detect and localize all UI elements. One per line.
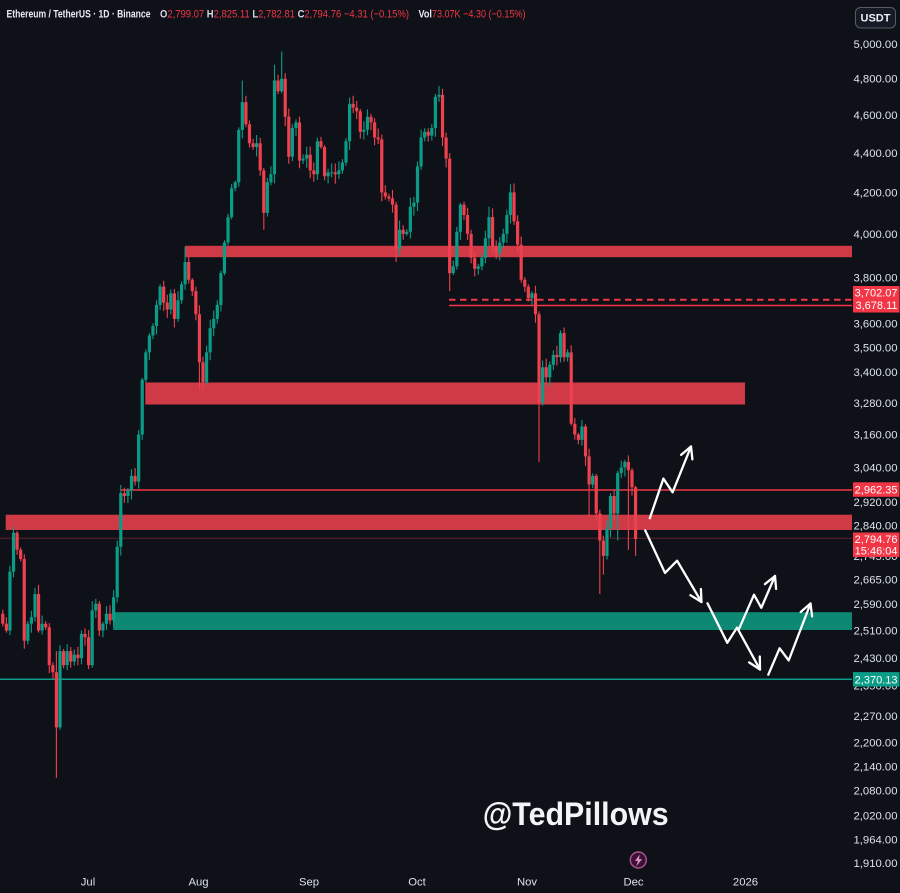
svg-text:2,510.00: 2,510.00 <box>854 626 898 638</box>
svg-text:2,840.00: 2,840.00 <box>854 520 898 532</box>
svg-text:5,000.00: 5,000.00 <box>854 39 898 51</box>
svg-text:4,800.00: 4,800.00 <box>854 74 898 86</box>
svg-text:3,678.11: 3,678.11 <box>855 300 897 312</box>
svg-text:4,200.00: 4,200.00 <box>854 187 898 199</box>
svg-text:2026: 2026 <box>733 877 758 889</box>
svg-text:2,370.13: 2,370.13 <box>855 674 898 686</box>
svg-text:Oct: Oct <box>408 877 426 889</box>
svg-text:1,964.00: 1,964.00 <box>854 834 898 846</box>
svg-text:2,140.00: 2,140.00 <box>854 761 898 773</box>
svg-text:2,962.35: 2,962.35 <box>855 485 898 497</box>
svg-text:3,160.00: 3,160.00 <box>854 430 898 442</box>
svg-text:3,400.00: 3,400.00 <box>854 367 898 379</box>
svg-text:Ethereum / TetherUS · 1D · Bin: Ethereum / TetherUS · 1D · Binance <box>7 9 151 21</box>
svg-text:Sep: Sep <box>299 877 319 889</box>
svg-text:2,794.76: 2,794.76 <box>855 534 898 546</box>
svg-text:@TedPillows: @TedPillows <box>483 796 669 832</box>
svg-text:2,080.00: 2,080.00 <box>854 786 898 798</box>
svg-text:2,270.00: 2,270.00 <box>854 711 898 723</box>
svg-text:4,600.00: 4,600.00 <box>854 110 898 122</box>
svg-text:15:46:04: 15:46:04 <box>855 545 898 557</box>
svg-text:4,400.00: 4,400.00 <box>854 148 898 160</box>
svg-text:2,920.00: 2,920.00 <box>854 497 898 509</box>
svg-text:4,000.00: 4,000.00 <box>854 229 898 241</box>
svg-text:Dec: Dec <box>623 877 643 889</box>
svg-text:2,590.00: 2,590.00 <box>854 599 898 611</box>
svg-text:3,280.00: 3,280.00 <box>854 398 898 410</box>
svg-text:3,040.00: 3,040.00 <box>854 463 898 475</box>
svg-text:3,500.00: 3,500.00 <box>854 343 898 355</box>
svg-text:2,020.00: 2,020.00 <box>854 810 898 822</box>
svg-text:1,910.00: 1,910.00 <box>854 858 898 870</box>
svg-text:O2,799.07 H2,825.11 L2,782.81: O2,799.07 H2,825.11 L2,782.81 C2,794.76 … <box>160 9 409 21</box>
svg-text:2,430.00: 2,430.00 <box>854 653 898 665</box>
svg-text:USDT: USDT <box>861 13 891 25</box>
svg-text:2,665.00: 2,665.00 <box>854 575 898 587</box>
svg-text:Aug: Aug <box>188 877 208 889</box>
svg-text:Vol73.07K −4.30 (−0.15%): Vol73.07K −4.30 (−0.15%) <box>419 9 526 21</box>
svg-text:2,200.00: 2,200.00 <box>854 738 898 750</box>
svg-text:3,702.07: 3,702.07 <box>855 287 898 299</box>
svg-text:Nov: Nov <box>517 877 537 889</box>
svg-text:Jul: Jul <box>81 877 95 889</box>
svg-text:3,800.00: 3,800.00 <box>854 273 898 285</box>
svg-text:3,600.00: 3,600.00 <box>854 319 898 331</box>
